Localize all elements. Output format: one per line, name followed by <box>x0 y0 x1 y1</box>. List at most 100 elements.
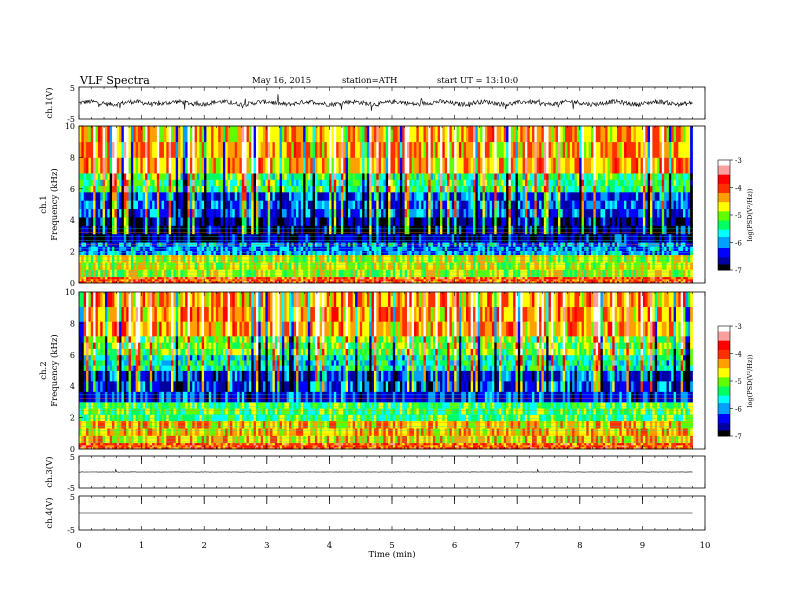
spectro-cell <box>522 225 526 235</box>
spectro-cell <box>491 157 495 174</box>
spectro-cell <box>395 276 398 280</box>
spectro-cell <box>246 262 250 270</box>
spectro-cell <box>329 173 332 180</box>
spectro-cell <box>517 173 521 180</box>
spectro-cell <box>470 126 474 143</box>
spectro-cell <box>305 269 309 278</box>
spectro-cell <box>576 191 580 201</box>
spectro-cell <box>220 141 224 158</box>
spectro-cell <box>609 225 613 235</box>
spectro-cell <box>454 126 457 143</box>
spectro-cell <box>430 179 434 187</box>
spectro-cell <box>350 250 354 256</box>
spectro-cell <box>510 254 514 263</box>
spectro-cell <box>171 200 174 210</box>
spectro-cell <box>385 262 389 270</box>
spectro-cell <box>241 126 245 143</box>
spectro-cell <box>385 254 389 263</box>
spectro-cell <box>468 217 472 226</box>
spectro-cell <box>298 262 302 270</box>
spectro-cell <box>208 225 212 235</box>
spectro-cell <box>263 173 266 180</box>
spectro-cell <box>140 141 144 158</box>
spectro-cell <box>423 225 427 235</box>
spectro-cell <box>215 225 219 235</box>
spectro-cell <box>588 233 592 243</box>
spectro-cell <box>605 157 608 174</box>
spectro-cell <box>215 185 219 193</box>
spectro-cell <box>86 225 89 235</box>
spectro-cell <box>260 217 264 226</box>
spectro-cell <box>248 173 252 180</box>
spectro-cell <box>196 262 200 270</box>
spectro-cell <box>142 217 146 226</box>
spectro-cell <box>369 233 372 243</box>
spectro-cell <box>140 276 144 280</box>
spectro-cell <box>425 254 429 263</box>
spectro-cell <box>447 280 450 284</box>
spectro-cell <box>355 157 358 174</box>
spectro-cell <box>329 276 332 280</box>
spectro-cell <box>102 233 106 243</box>
spectro-cell <box>359 126 363 143</box>
spectro-cell <box>543 208 547 218</box>
spectro-cell <box>536 208 540 218</box>
spectro-cell <box>366 157 370 174</box>
spectro-cell <box>399 269 403 278</box>
spectro-cell <box>204 269 207 278</box>
spectro-cell <box>208 233 212 243</box>
spectro-cell <box>371 233 375 243</box>
spectro-cell <box>112 179 115 187</box>
spectro-cell <box>196 254 200 263</box>
spectro-cell <box>232 280 236 284</box>
spectro-cell <box>416 191 420 201</box>
spectro-cell <box>581 276 585 280</box>
spectro-cell <box>494 262 498 270</box>
spectro-cell <box>468 179 472 187</box>
spectro-cell <box>496 173 500 180</box>
spectro-cell <box>137 191 141 201</box>
spectro-cell <box>251 250 255 256</box>
spectro-cell <box>317 262 321 270</box>
spectro-cell <box>121 173 125 180</box>
spectro-cell <box>345 217 349 226</box>
spectro-cell <box>510 191 514 201</box>
spectro-cell <box>187 262 191 270</box>
spectro-cell <box>534 157 538 174</box>
spectro-cell <box>246 185 250 193</box>
spectro-cell <box>517 225 521 235</box>
spectro-cell <box>624 250 627 256</box>
spectro-cell <box>97 208 101 218</box>
spectro-cell <box>90 126 94 143</box>
spectro-cell <box>579 262 582 270</box>
spectro-cell <box>614 141 618 158</box>
spectro-cell <box>473 233 476 243</box>
spectro-cell <box>600 200 604 210</box>
spectro-cell <box>343 254 347 263</box>
spectro-cell <box>385 200 389 210</box>
spectro-cell <box>182 217 186 226</box>
spectro-cell <box>248 217 252 226</box>
spectro-cell <box>215 157 219 174</box>
spectro-cell <box>609 208 613 218</box>
spectro-cell <box>388 173 391 180</box>
spectro-cell <box>385 191 389 201</box>
spectro-cell <box>208 250 212 256</box>
spectro-cell <box>199 217 203 226</box>
spectro-cell <box>322 185 325 193</box>
spectro-cell <box>588 250 592 256</box>
spectro-cell <box>562 276 566 280</box>
spectro-cell <box>598 157 601 174</box>
spectro-cell <box>579 200 582 210</box>
spectro-cell <box>104 276 108 280</box>
spectro-cell <box>548 269 552 278</box>
spectro-cell <box>506 276 509 280</box>
spectro-cell <box>204 208 207 218</box>
spectro-cell <box>614 185 618 193</box>
spectro-cell <box>322 233 325 243</box>
spectro-cell <box>142 179 146 187</box>
spectro-cell <box>588 276 592 280</box>
spectro-cell <box>541 254 545 263</box>
spectro-cell <box>100 141 103 158</box>
spectro-cell <box>560 250 564 256</box>
